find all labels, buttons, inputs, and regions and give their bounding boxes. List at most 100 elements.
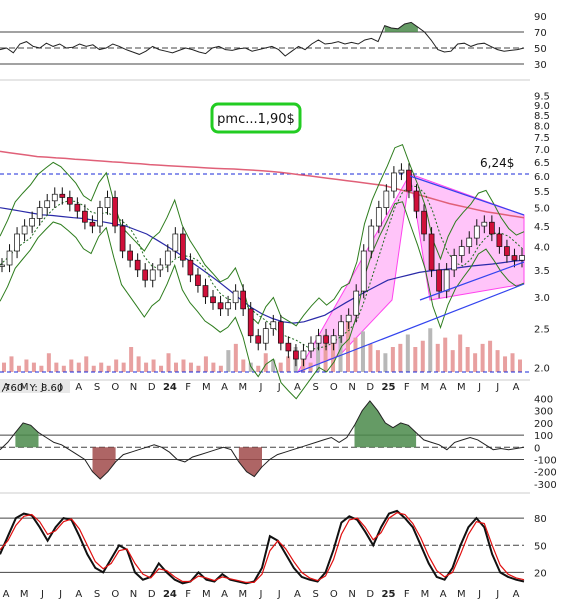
candle-body (44, 200, 51, 209)
x-axis-month-label: J (58, 589, 62, 599)
x-axis-month-label: N (130, 382, 137, 393)
y-tick-label: 80 (534, 514, 547, 525)
x-axis-month-label: A (513, 589, 520, 599)
volume-bar (24, 359, 29, 372)
pink-triangle-right (409, 173, 525, 301)
volume-bar (136, 356, 141, 372)
y-tick-label: 3.5 (534, 266, 550, 277)
volume-bar (159, 365, 164, 372)
x-axis-month-label: D (148, 589, 156, 599)
candle-body (149, 269, 156, 281)
trendline-mid (419, 261, 525, 301)
x-axis-month-label: J (40, 382, 44, 393)
volume-bar (331, 340, 336, 372)
x-axis-month-label: F (404, 589, 410, 599)
y-tick-label: -200 (534, 468, 557, 479)
volume-bar (151, 359, 156, 372)
y-tick-label: 8.0 (534, 122, 550, 133)
x-axis-month-label: N (130, 589, 137, 599)
y-tick-label: 4.0 (534, 243, 550, 254)
annotation-box-text: pmc...1,90$ (217, 112, 295, 127)
candle-body (142, 269, 149, 281)
volume-bar (458, 334, 463, 372)
x-axis-month-label: A (294, 382, 301, 393)
candle-body (413, 190, 420, 212)
volume-bar (166, 353, 171, 372)
candle-body (360, 250, 367, 292)
candle-body (51, 193, 58, 202)
x-axis-month-label: M (238, 589, 247, 599)
volume-bar (278, 362, 283, 372)
volume-bar (2, 362, 6, 372)
y-tick-label: 70 (534, 28, 547, 39)
x-axis-month-label: J (277, 589, 281, 599)
volume-bar (76, 362, 81, 372)
candle-body (383, 190, 390, 209)
x-axis-month-label: M (421, 589, 430, 599)
x-axis-month-label: J (277, 382, 281, 393)
x-axis-month-label: A (294, 589, 301, 599)
x-axis-month-label: O (111, 589, 119, 599)
candle-body (496, 233, 503, 247)
candle-body (353, 290, 360, 316)
candle-body (300, 350, 307, 360)
volume-bar (271, 359, 276, 372)
candle-body (511, 255, 518, 261)
x-axis-month-label: J (495, 382, 499, 393)
x-axis-month-label: J (40, 589, 44, 599)
volume-bar (16, 365, 21, 372)
candle-body (398, 169, 405, 174)
volume-bar (39, 365, 44, 372)
candle-body (375, 207, 382, 227)
volume-bar (435, 343, 440, 372)
volume-bar (495, 350, 500, 372)
volume-bar (188, 362, 193, 372)
volume-bar (413, 347, 418, 372)
cursor-readout: ,760 Y: 8.60 (1, 383, 63, 394)
candle-body (157, 264, 164, 271)
x-axis-month-label: N (348, 589, 355, 599)
candle-body (330, 335, 337, 344)
volume-bar (31, 362, 36, 372)
x-axis-month-label: M (202, 382, 211, 393)
price-y-axis: 9.59.08.58.07.57.0 6.5 6.0 5.5 5.0 4.5 4.0 3.5 3… (534, 92, 550, 375)
candle-body (6, 250, 13, 266)
candle-body (293, 350, 299, 360)
oscillator-area (92, 447, 116, 479)
candle-body (127, 250, 133, 261)
y-tick-label: -100 (534, 455, 557, 466)
candle-body (14, 233, 20, 252)
volume-bar (420, 340, 425, 372)
candle-body (82, 210, 88, 223)
x-axis-month-label: J (477, 382, 481, 393)
candle-body (240, 290, 247, 310)
candle-body (217, 302, 224, 310)
volume-bar (368, 343, 373, 372)
candle-body (323, 335, 329, 344)
volume-bar (218, 365, 223, 372)
volume-bar (323, 334, 328, 372)
x-axis-month-label: 25 (382, 589, 396, 599)
oscillator-line (0, 400, 525, 480)
volume-bar (174, 362, 178, 372)
volume-bar (360, 331, 365, 372)
oscillator-area (238, 447, 262, 477)
candle-body (134, 259, 141, 271)
candle-body (255, 335, 262, 344)
candle-body (97, 207, 103, 227)
x-axis-month-label: A (3, 382, 10, 393)
volume-bar (503, 356, 508, 372)
candle-body (458, 246, 465, 256)
x-axis-month-label: M (20, 589, 29, 599)
volume-bar (69, 359, 74, 372)
volume-bar (144, 362, 149, 372)
volume-bar (61, 365, 66, 372)
rsi-overbought-area (384, 22, 418, 32)
candle-body (489, 221, 495, 235)
volume-bar (286, 356, 291, 372)
candle-body (270, 321, 277, 329)
x-axis-month-label: S (94, 382, 100, 393)
candlesticks (0, 163, 525, 367)
x-axis-month-label: D (366, 382, 374, 393)
